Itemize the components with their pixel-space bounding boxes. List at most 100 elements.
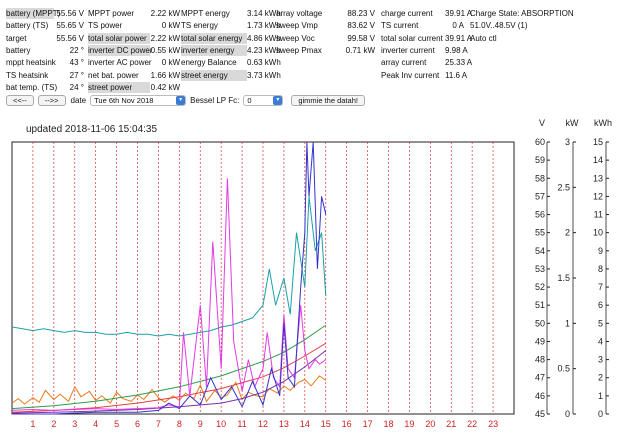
stat-value: 1.66 kW	[150, 70, 180, 80]
stat-label: inverter DC power	[88, 44, 153, 56]
bessel-select-value: 0	[247, 95, 252, 105]
kwh-tick-label: 15	[593, 137, 603, 147]
x-tick-label: 20	[425, 419, 435, 429]
stat-value: 99.58 V	[347, 33, 375, 43]
kw-tick-label: 0.5	[557, 364, 570, 374]
kwh-tick-label: 5	[598, 318, 603, 328]
v-tick-label: 55	[535, 228, 545, 238]
x-tick-label: 6	[135, 419, 140, 429]
x-tick-label: 13	[279, 419, 289, 429]
v-tick-label: 47	[535, 373, 545, 383]
stat-label: Peak Inv current	[381, 70, 440, 80]
date-label: date	[70, 95, 87, 105]
x-tick-label: 2	[51, 419, 56, 429]
kwh-tick-label: 13	[593, 173, 603, 183]
v-tick-label: 53	[535, 264, 545, 274]
stat-label: energy Balance	[181, 58, 237, 68]
stat-value: 39.91 A	[445, 9, 473, 18]
stat-label: sweep Pmax	[276, 45, 322, 55]
prev-day-button[interactable]: <<--	[6, 94, 34, 106]
kwh-tick-label: 4	[598, 336, 603, 346]
x-tick-label: 4	[93, 419, 98, 429]
x-tick-label: 11	[237, 419, 246, 429]
x-tick-label: 16	[342, 419, 352, 429]
chevron-down-icon: ▾	[176, 95, 186, 105]
kw-tick-label: 1	[565, 318, 570, 328]
x-tick-label: 5	[114, 419, 119, 429]
v-tick-label: 52	[535, 282, 545, 292]
date-select[interactable]: Tue 6th Nov 2018 ▾	[90, 94, 187, 106]
v-tick-label: 48	[535, 355, 545, 365]
stat-value: 3.14 kWh	[247, 9, 281, 18]
stat-label: TS heatsink	[6, 70, 49, 80]
stat-value: 55.56 V	[56, 33, 84, 43]
stat-label: mppt heatsink	[6, 58, 56, 68]
stat-label: TS energy	[181, 21, 218, 31]
x-tick-label: 19	[404, 419, 414, 429]
kwh-tick-label: 3	[598, 355, 603, 365]
stat-label: charge current	[381, 9, 433, 18]
x-tick-label: 14	[300, 419, 310, 429]
series-line	[11, 350, 327, 414]
stat-value: 1.73 kWh	[247, 21, 281, 31]
stat-value: 0.71 kW	[345, 45, 375, 55]
series-line	[12, 141, 327, 415]
v-tick-label: 50	[535, 318, 545, 328]
kwh-tick-label: 1	[598, 391, 603, 401]
x-tick-label: 8	[177, 419, 182, 429]
stat-label: inverter AC power	[88, 58, 152, 68]
x-tick-label: 15	[321, 419, 331, 429]
stat-label: MPPT power	[88, 9, 135, 18]
kwh-tick-label: 7	[598, 282, 603, 292]
x-tick-label: 23	[488, 419, 498, 429]
x-tick-label: 7	[156, 419, 161, 429]
x-tick-label: 22	[467, 419, 477, 429]
axis-unit-label: V	[539, 118, 545, 128]
stat-value: 83.62 V	[347, 21, 375, 31]
x-tick-label: 3	[72, 419, 77, 429]
v-tick-label: 58	[535, 173, 545, 183]
series-line	[11, 196, 327, 337]
stat-value: 0.63 kWh	[247, 58, 281, 68]
stat-label: battery (TS)	[6, 21, 49, 31]
kwh-tick-label: 0	[598, 409, 603, 419]
gimmie-data-button[interactable]: gimmie the datah!	[291, 94, 365, 106]
v-tick-label: 46	[535, 391, 545, 401]
stat-label: battery (MPPT)	[6, 8, 61, 19]
v-tick-label: 57	[535, 191, 545, 201]
kw-tick-label: 0	[565, 409, 570, 419]
stat-value: 4.23 kWh	[247, 45, 281, 55]
v-tick-label: 56	[535, 210, 545, 220]
stat-value: 0.42 kW	[150, 82, 180, 92]
axis-unit-label: kW	[566, 118, 580, 128]
stat-value: 55.65 V	[56, 21, 84, 31]
stat-value: 0 kW	[161, 21, 180, 31]
stat-label: sweep Vmp	[276, 21, 318, 31]
stat-value: 0.55 kW	[150, 45, 180, 55]
kw-tick-label: 1.5	[557, 273, 570, 283]
stat-value: 24 °	[69, 82, 84, 92]
date-select-value: Tue 6th Nov 2018	[94, 95, 154, 105]
stat-label: target	[6, 33, 27, 43]
kwh-tick-label: 2	[598, 373, 603, 383]
chevron-down-icon: ▾	[273, 95, 283, 105]
stat-value: 0 A	[452, 21, 464, 31]
kwh-tick-label: 8	[598, 264, 603, 274]
v-tick-label: 59	[535, 155, 545, 165]
stat-value: 2.22 kW	[150, 9, 180, 18]
v-tick-label: 54	[535, 246, 545, 256]
stat-value: 25.33 A	[445, 58, 473, 68]
stat-label: street energy	[181, 69, 247, 81]
v-tick-label: 49	[535, 336, 545, 346]
stat-label: total solar energy	[181, 32, 247, 44]
stat-label: net bat. power	[88, 70, 139, 80]
stat-label: total solar current	[381, 33, 443, 43]
bessel-select[interactable]: 0 ▾	[243, 94, 284, 106]
series-line	[11, 342, 327, 413]
next-day-button[interactable]: -->>	[37, 94, 66, 106]
stat-label: array current	[381, 58, 427, 68]
stat-value: 88.23 V	[347, 9, 375, 18]
stat-label: array voltage	[276, 9, 323, 18]
v-tick-label: 45	[535, 409, 545, 419]
